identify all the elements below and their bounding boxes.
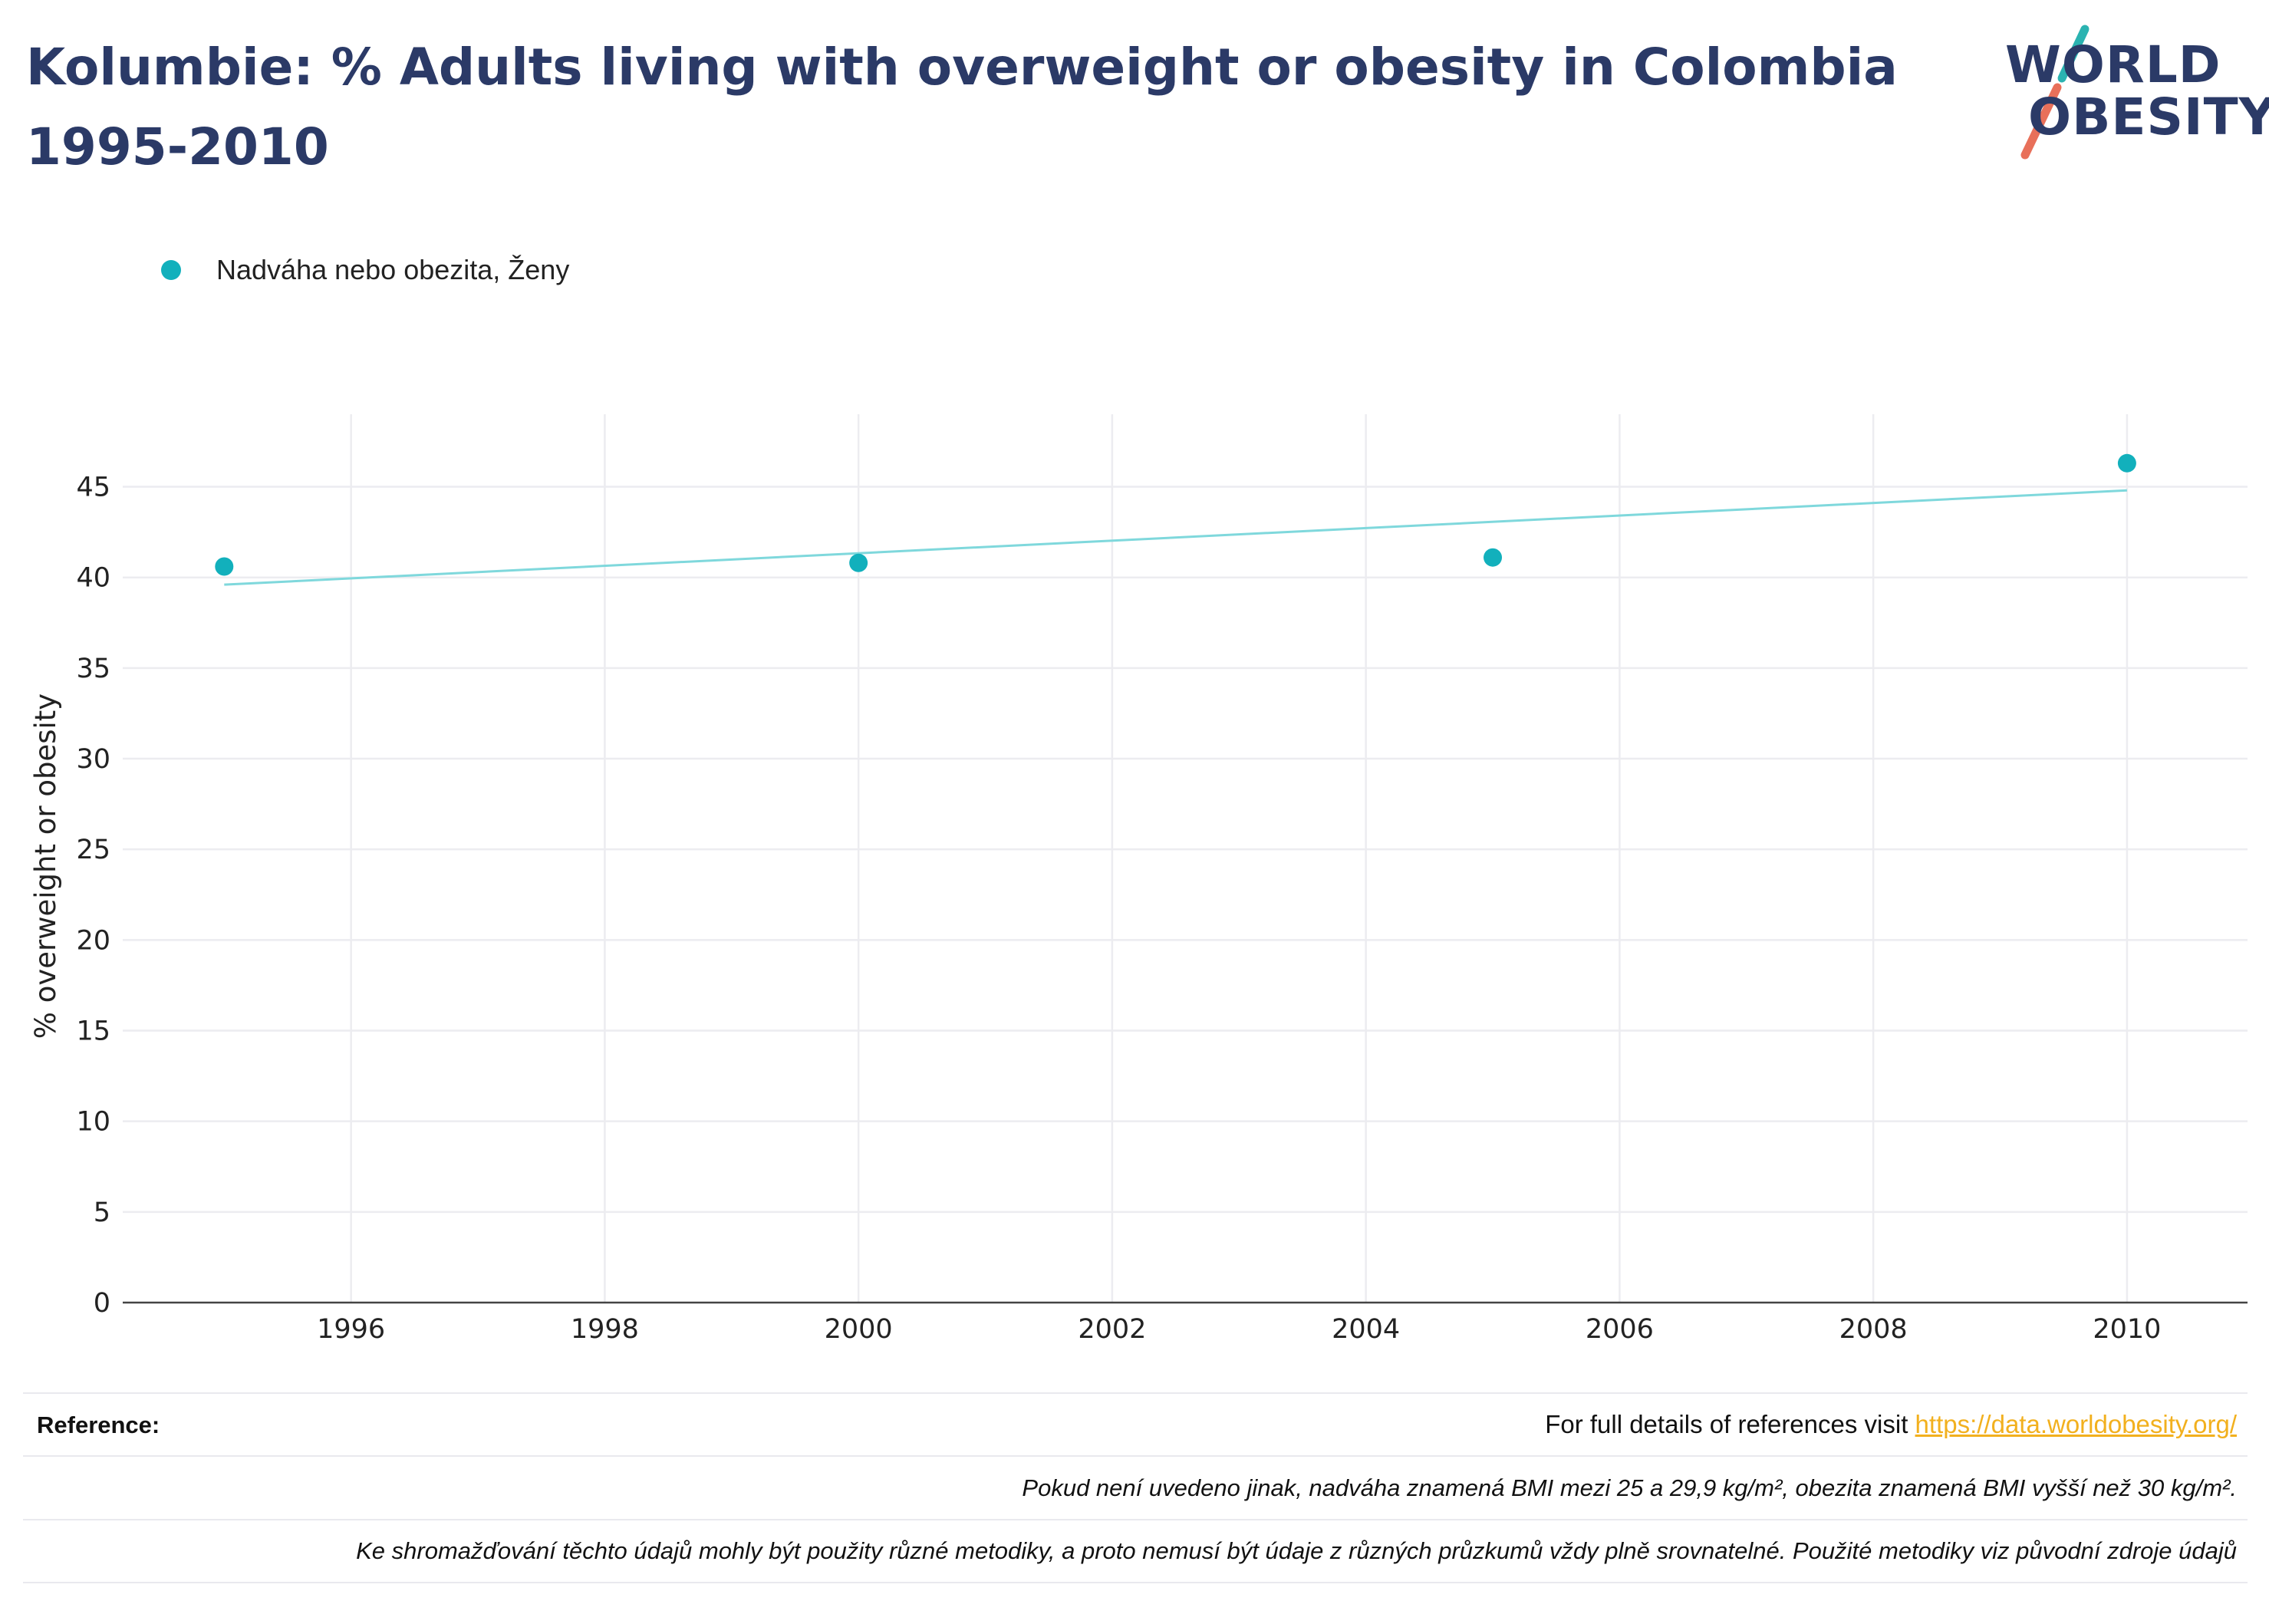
reference-link[interactable]: https://data.worldobesity.org/ [1915, 1410, 2237, 1438]
footer-divider [23, 1582, 2248, 1583]
y-tick-label: 10 [76, 1107, 110, 1138]
legend-marker [161, 260, 181, 280]
x-tick-label: 2004 [1332, 1314, 1400, 1345]
reference-prefix: For full details of references visit [1545, 1410, 1915, 1438]
y-tick-label: 40 [76, 563, 110, 594]
x-tick-label: 1996 [317, 1314, 385, 1345]
y-tick-label: 20 [76, 925, 110, 956]
data-point [849, 553, 868, 572]
y-tick-label: 45 [76, 473, 110, 503]
footer-divider [23, 1455, 2248, 1457]
logo-line-2: OBESITY [2028, 87, 2269, 147]
y-tick-label: 15 [76, 1016, 110, 1047]
y-tick-label: 25 [76, 835, 110, 865]
logo-line-1: WORLD [2005, 35, 2221, 94]
x-tick-label: 1998 [571, 1314, 639, 1345]
reference-label: Reference: [37, 1412, 160, 1438]
trendline [224, 489, 2127, 586]
legend-label: Nadváha nebo obezita, Ženy [216, 254, 570, 285]
reference-text: For full details of references visit htt… [1545, 1410, 2237, 1439]
data-point [2117, 453, 2136, 473]
world-obesity-logo: WORLD OBESITY [2002, 23, 2269, 161]
footer-divider [23, 1392, 2248, 1394]
x-tick-label: 2000 [825, 1314, 893, 1345]
footnote-methodology: Ke shromažďování těchto údajů mohly být … [356, 1537, 2237, 1564]
y-tick-label: 30 [76, 744, 110, 775]
scatter-chart: 0 5 10 15 20 25 30 35 40 45 1996 1998 2000 2002 2004 20… [29, 414, 2248, 1345]
logo-slash-icon [2020, 25, 2090, 160]
footnote-bmi-definition: Pokud není uvedeno jinak, nadváha znamen… [1022, 1474, 2237, 1501]
trendline-layer [224, 489, 2127, 586]
data-point [1484, 548, 1503, 567]
footer-divider [23, 1519, 2248, 1520]
data-points [215, 453, 2136, 576]
x-tick-label: 2008 [1839, 1314, 1908, 1345]
y-axis-title: % overweight or obesity [29, 693, 62, 1039]
page-title: Kolumbie: % Adults living with overweigh… [26, 38, 1898, 176]
chart-legend: Nadváha nebo obezita, Ženy [161, 252, 569, 288]
grid-lines [123, 414, 2248, 1303]
y-tick-label: 0 [94, 1288, 110, 1319]
y-tick-label: 5 [94, 1197, 110, 1228]
x-tick-label: 2010 [2093, 1314, 2161, 1345]
x-tick-label: 2002 [1078, 1314, 1146, 1345]
x-tick-label: 2006 [1586, 1314, 1654, 1345]
tick-labels: 0 5 10 15 20 25 30 35 40 45 1996 1998 2000 2002 2004 20… [29, 473, 2161, 1345]
data-point [215, 557, 234, 576]
y-tick-label: 35 [76, 654, 110, 684]
